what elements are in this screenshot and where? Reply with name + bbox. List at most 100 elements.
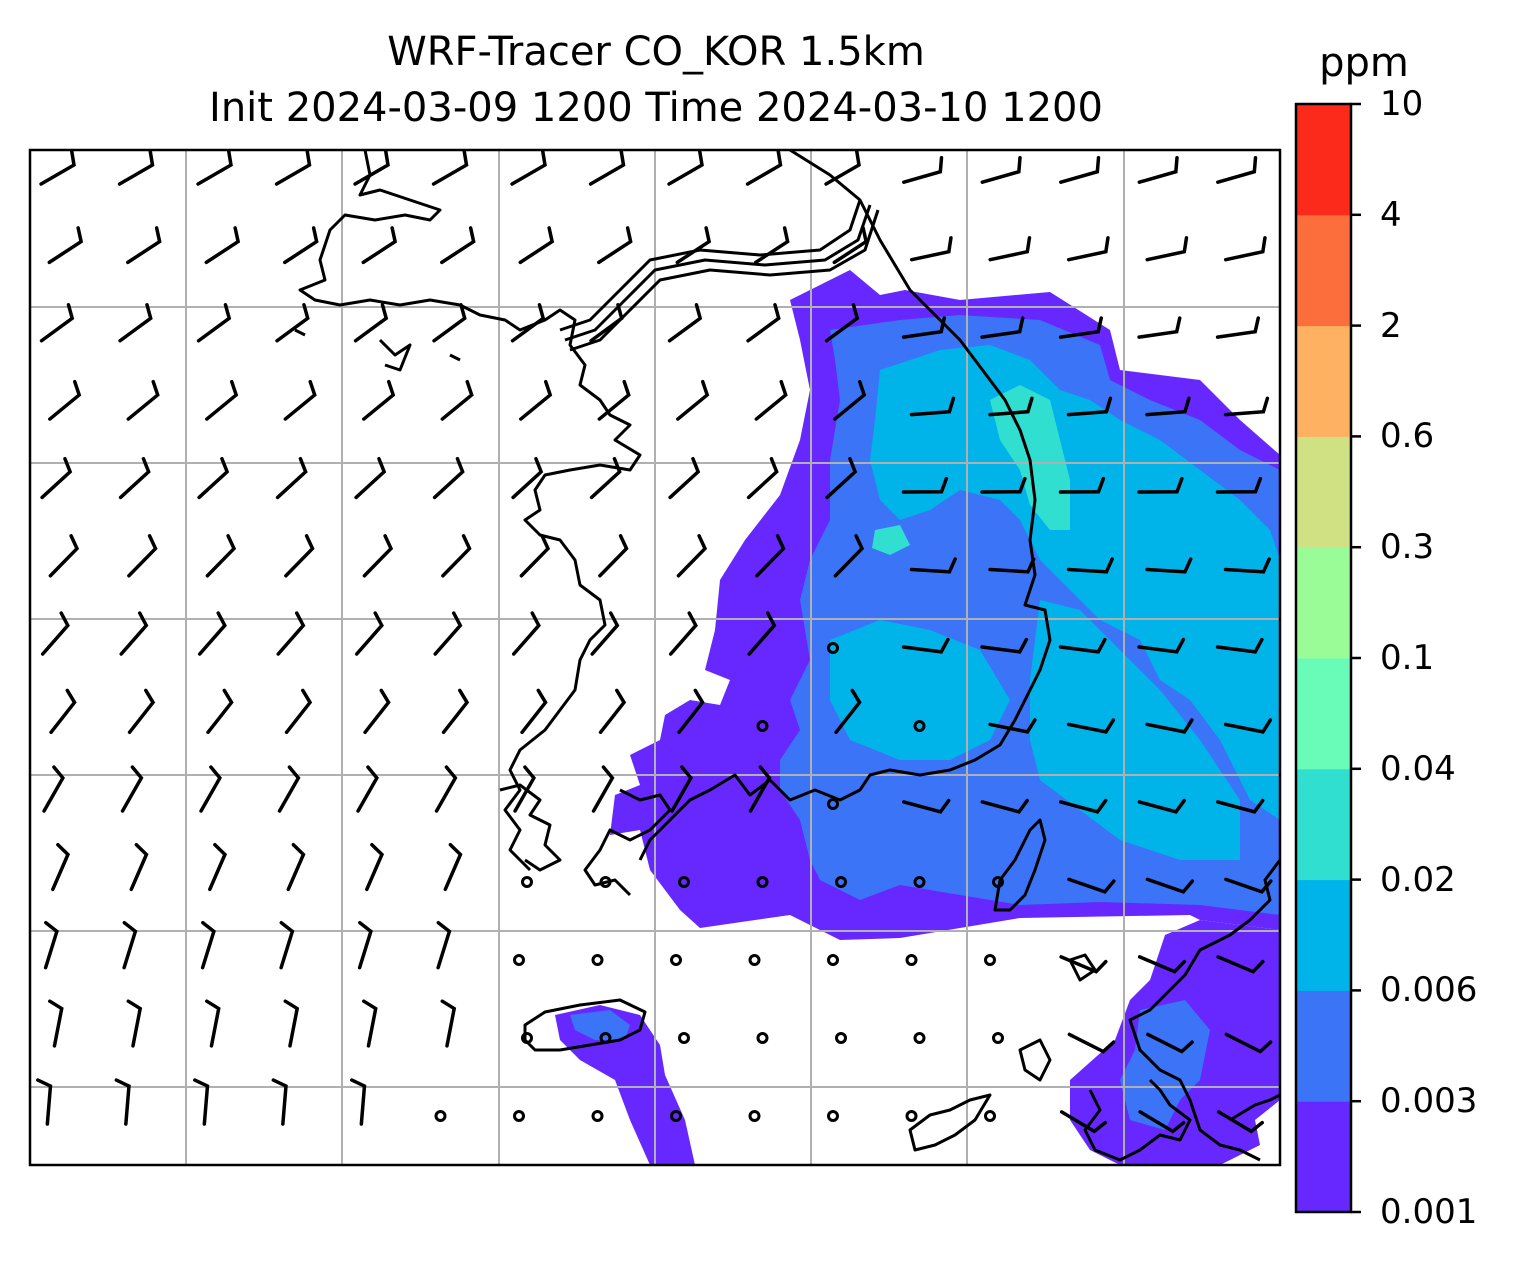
calm-circle [670, 1110, 682, 1122]
calm-circle [984, 1110, 996, 1122]
wind-barb [434, 765, 458, 813]
wind-barb [127, 688, 156, 735]
calm-circle [678, 1032, 690, 1044]
colorbar-tick-label: 0.003 [1380, 1081, 1478, 1122]
wind-barb [902, 156, 944, 184]
wind-barb [1059, 955, 1108, 974]
wind-barb [1137, 316, 1182, 339]
wind-barb [440, 379, 474, 421]
wind-barb [1137, 476, 1184, 494]
wind-barb [114, 1078, 131, 1126]
wind-barb [676, 534, 708, 578]
wind-barb [833, 379, 867, 421]
wind-barb [350, 1078, 367, 1126]
calm-wind-circles [434, 642, 1004, 1122]
wind-barb [284, 688, 313, 735]
calm-circle [905, 1110, 918, 1122]
colorbar [1296, 102, 1361, 1214]
wind-barb [51, 842, 71, 892]
calm-circle [599, 876, 612, 888]
wind-barb [747, 611, 777, 656]
calm-circle [827, 1110, 839, 1122]
calm-circle [992, 1032, 1004, 1044]
wind-barb [1059, 1110, 1107, 1134]
wind-barb [39, 303, 75, 343]
wind-barb [668, 611, 698, 656]
wind-barb [1216, 1110, 1264, 1134]
wind-barb [204, 226, 241, 265]
wind-barb [440, 226, 476, 265]
wind-barb [510, 150, 547, 186]
calm-circle [913, 876, 926, 888]
wind-barb [284, 534, 315, 578]
wind-barb [353, 303, 389, 343]
wind-barb [1223, 557, 1271, 574]
wind-barb [1137, 156, 1179, 184]
wind-barb [433, 611, 463, 656]
wind-barb [199, 765, 222, 813]
wind-barb [1067, 1032, 1116, 1054]
wind-barb [1059, 156, 1101, 184]
wind-barb [980, 476, 1027, 494]
wind-barb [901, 316, 946, 339]
wind-barb [271, 1078, 288, 1126]
colorbar-tick-label: 0.02 [1380, 859, 1456, 900]
wind-barb [356, 765, 379, 813]
wind-barb [362, 534, 394, 578]
calm-circle [678, 876, 690, 888]
wind-barb [431, 150, 469, 186]
wind-barb [1066, 396, 1113, 417]
wind-barb [675, 226, 712, 265]
wind-barb [519, 379, 553, 421]
wind-barb [832, 226, 869, 265]
wind-barb [755, 534, 786, 578]
wind-barb [1223, 396, 1270, 417]
wind-barb [668, 456, 701, 500]
calm-circle [905, 954, 918, 966]
wind-barb [520, 688, 548, 735]
wind-barb [988, 718, 1037, 734]
chart-title-line2: Init 2024-03-09 1200 Time 2024-03-10 120… [209, 85, 1103, 131]
wind-barb [511, 456, 544, 500]
wind-barb [279, 920, 295, 970]
wind-barb [443, 842, 463, 892]
wind-barb [754, 379, 788, 421]
wind-barb [1224, 1032, 1273, 1054]
calm-circle [913, 1032, 926, 1044]
wind-barb [598, 534, 629, 578]
wind-barb [277, 765, 301, 813]
wind-barb [1067, 877, 1116, 894]
wind-barb [274, 150, 312, 186]
wind-barb [1216, 955, 1265, 974]
jeju-island [523, 998, 647, 1052]
wind-barb [591, 765, 615, 813]
wind-barb [909, 236, 953, 262]
wind-barb [432, 303, 467, 343]
calm-circle [748, 954, 761, 966]
colorbar-band [1296, 768, 1351, 881]
colorbar-tick-label: 0.1 [1380, 638, 1435, 678]
wind-barb [1137, 955, 1187, 974]
calm-circle [591, 954, 604, 966]
coastlines [294, 150, 1280, 1162]
wind-barb [901, 637, 950, 654]
colorbar-band [1296, 1101, 1351, 1213]
wind-barb [1058, 476, 1106, 494]
calm-circle [591, 1110, 604, 1122]
co-region-mid-south [1030, 600, 1240, 860]
calm-circle [827, 798, 839, 810]
wind-barb [834, 688, 862, 735]
calm-circle [835, 876, 847, 888]
wind-barb [1216, 798, 1265, 814]
calm-circle [756, 1032, 769, 1044]
wind-barb [519, 534, 551, 578]
wind-barb [909, 396, 956, 417]
wind-barb [667, 303, 703, 343]
wind-barb [276, 611, 306, 656]
wind-barb [126, 379, 160, 421]
calm-circle [521, 1032, 533, 1044]
wind-barb [286, 842, 306, 892]
wind-barb [589, 456, 622, 500]
wind-barb [117, 150, 155, 186]
